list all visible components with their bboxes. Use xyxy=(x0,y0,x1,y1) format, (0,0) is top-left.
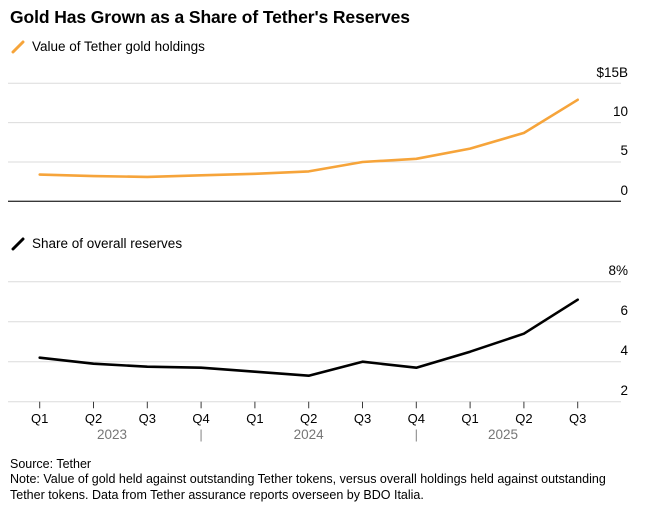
chart-footer: Source: Tether Note: Value of gold held … xyxy=(10,457,636,503)
x-axis-quarter-label: Q3 xyxy=(569,411,587,426)
x-axis-quarter-label: Q1 xyxy=(31,411,49,426)
legend-reserve-share-label: Share of overall reserves xyxy=(32,236,183,251)
chart-title: Gold Has Grown as a Share of Tether's Re… xyxy=(10,7,410,27)
x-axis-quarter-label: Q1 xyxy=(246,411,264,426)
y-axis-tick-label: 2 xyxy=(620,383,628,399)
y-axis-tick-label: 5 xyxy=(620,143,628,159)
line-sample-icon xyxy=(11,237,25,250)
x-axis-quarter-label: Q2 xyxy=(515,411,533,426)
source-text: Source: Tether xyxy=(10,457,92,471)
x-axis-quarter-label: Q3 xyxy=(138,411,156,426)
legend-reserve-share: Share of overall reserves xyxy=(11,236,182,251)
x-axis-year-label: 2024 xyxy=(293,427,324,442)
legend-gold-value-label: Value of Tether gold holdings xyxy=(32,39,205,54)
y-axis-tick-label: 6 xyxy=(620,303,628,319)
legend-gold-value: Value of Tether gold holdings xyxy=(11,39,205,54)
y-axis-tick-label: 10 xyxy=(612,104,628,120)
line-sample-icon xyxy=(11,40,25,53)
y-axis-tick-label: $15B xyxy=(596,64,628,80)
note-text: Note: Value of gold held against outstan… xyxy=(10,472,606,502)
y-axis-tick-label: 4 xyxy=(620,343,628,359)
x-axis-quarter-label: Q1 xyxy=(461,411,479,426)
x-axis-year-label: 2025 xyxy=(487,427,519,442)
reserve-share-line xyxy=(38,298,580,378)
y-axis-tick-label: 0 xyxy=(620,182,628,198)
x-axis-quarter-label: Q2 xyxy=(300,411,318,426)
year-separator: | xyxy=(414,427,418,442)
x-axis-quarter-label: Q4 xyxy=(192,411,210,426)
x-axis-quarter-label: Q4 xyxy=(407,411,425,426)
y-axis-tick-label: 8% xyxy=(608,263,628,279)
year-separator: | xyxy=(199,427,203,442)
gold-value-line xyxy=(38,98,580,179)
x-axis-quarter-label: Q3 xyxy=(353,411,372,426)
x-axis-year-label: 2023 xyxy=(96,427,128,442)
x-axis-quarter-label: Q2 xyxy=(84,411,103,426)
